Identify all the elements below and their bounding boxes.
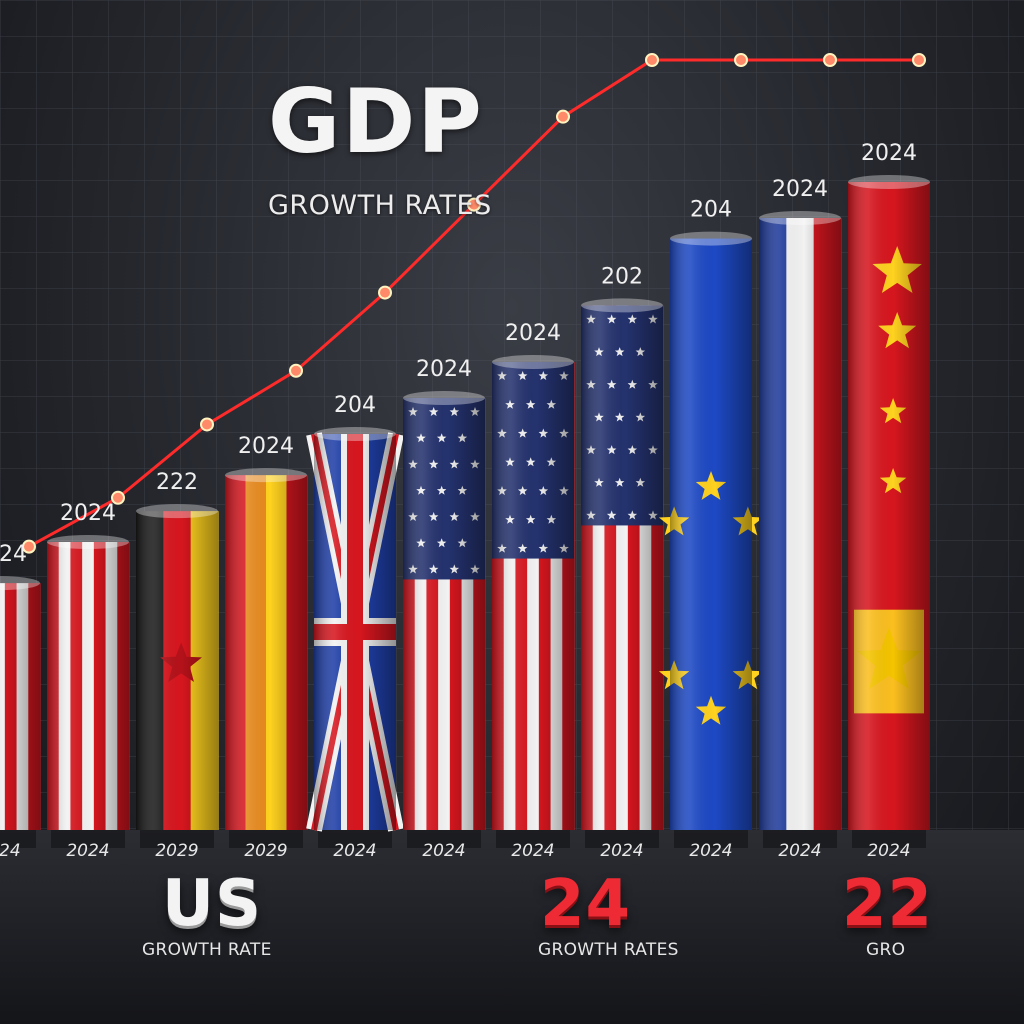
trend-point <box>289 363 303 378</box>
bar-2 <box>47 535 130 848</box>
bar-shadow <box>585 830 659 848</box>
bar-3 <box>136 504 219 848</box>
bar-cap <box>848 175 930 189</box>
bar-value-label: 2024 <box>416 357 472 382</box>
category-tick-label: 2029 <box>155 841 198 861</box>
trend-point <box>22 539 36 554</box>
bar-value-label: 2024 <box>60 501 116 526</box>
bar-shadow <box>318 830 392 848</box>
trend-point <box>467 197 481 212</box>
bar-5 <box>306 427 404 848</box>
category-tick-label: 2024 <box>778 841 821 861</box>
big-number-22-caption: GRO <box>866 940 906 960</box>
bar-shadow <box>0 830 36 848</box>
trend-point <box>645 53 659 67</box>
bar-cap <box>670 231 752 246</box>
trend-point <box>556 109 570 124</box>
bar-9 <box>658 231 764 848</box>
bar-value-label: 204 <box>334 393 376 418</box>
bar-shading <box>492 362 574 830</box>
big-number-24-caption: GROWTH RATES <box>538 940 679 960</box>
big-number-24: 24 <box>540 867 632 941</box>
bar-1 <box>0 576 41 848</box>
bar-value-label: 2024 <box>861 141 917 166</box>
chart-subtitle: GROWTH RATES <box>268 190 492 221</box>
category-tick-label: 2024 <box>511 841 554 861</box>
bar-shading <box>225 475 307 830</box>
bar-11 <box>848 175 930 848</box>
category-tick-label: 2029 <box>244 841 287 861</box>
bar-shading <box>581 305 663 830</box>
bar-shading <box>670 238 752 831</box>
bar-cap <box>47 535 129 549</box>
bar-cap <box>314 427 396 441</box>
bar-shading <box>0 583 40 830</box>
chart-title: GDP <box>268 70 484 173</box>
bar-shadow <box>852 830 926 848</box>
category-tick-label: 2024 <box>66 841 109 861</box>
bar-cap <box>225 468 307 483</box>
floor <box>0 830 1024 1024</box>
bar-8 <box>581 298 664 848</box>
bar-shading <box>136 511 218 830</box>
bar-6 <box>403 391 486 848</box>
bar-value-label: 222 <box>156 470 198 495</box>
bar-shading <box>848 182 930 830</box>
bar-7 <box>492 355 575 848</box>
bar-shadow <box>51 830 125 848</box>
trend-point <box>200 417 214 432</box>
bar-shadow <box>229 830 303 848</box>
bar-value-label: 2024 <box>238 434 294 459</box>
us-caption: GROWTH RATE <box>142 940 272 960</box>
category-tick-label: 2024 <box>600 841 643 861</box>
bar-4 <box>225 468 308 848</box>
bar-cap <box>492 355 574 369</box>
bar-value-label: 204 <box>690 198 732 223</box>
bar-shadow <box>496 830 570 848</box>
category-tick-label: 2024 <box>867 841 910 861</box>
trend-point <box>111 490 125 505</box>
bar-cap <box>403 391 485 405</box>
bar-value-label: 2024 <box>0 542 27 567</box>
us-label: US <box>162 867 263 941</box>
bar-shading <box>314 434 396 830</box>
category-tick-label: 2024 <box>333 841 376 861</box>
bar-cap <box>136 504 218 519</box>
bar-shadow <box>763 830 837 848</box>
bar-shadow <box>407 830 481 848</box>
bar-value-label: 2024 <box>772 177 828 202</box>
bar-cap <box>759 211 841 225</box>
bar-10 <box>759 211 842 848</box>
category-tick-label: 2024 <box>0 841 21 861</box>
bar-shading <box>759 218 841 830</box>
bar-shading <box>403 398 485 830</box>
bar-shading <box>47 542 129 830</box>
category-tick-label: 2024 <box>689 841 732 861</box>
trend-point <box>823 53 837 67</box>
trend-point <box>912 53 926 67</box>
bar-value-label: 202 <box>601 264 643 289</box>
bar-cap <box>581 298 663 313</box>
bar-shadow <box>140 830 214 848</box>
trend-point <box>734 53 748 67</box>
bar-shadow <box>674 830 748 848</box>
big-number-22: 22 <box>842 867 934 941</box>
bar-value-label: 2024 <box>505 321 561 346</box>
bar-cap <box>0 576 40 591</box>
category-tick-label: 2024 <box>422 841 465 861</box>
trend-point <box>378 285 392 300</box>
